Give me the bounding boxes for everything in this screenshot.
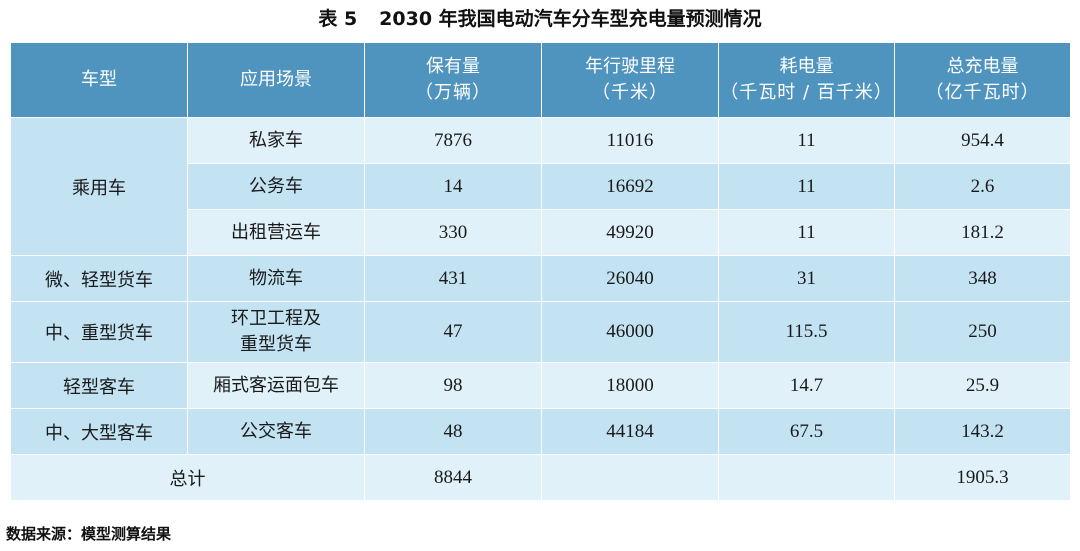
table-title: 2030 年我国电动汽车分车型充电量预测情况 bbox=[379, 8, 762, 30]
scene-cell: 公务车 bbox=[187, 163, 365, 210]
vehicle-type-cell: 中、大型客车 bbox=[10, 408, 188, 455]
totals-total-charge-cell: 1905.3 bbox=[894, 454, 1071, 501]
scene-cell: 环卫工程及 重型货车 bbox=[187, 301, 365, 363]
table-number: 表 5 bbox=[318, 8, 358, 30]
header-row: 车型 应用场景 保有量 （万辆） 年行驶里程 （千米） 耗电量 （千瓦时 / 百千米）… bbox=[10, 42, 1071, 118]
header-total-charge-unit: （亿千瓦时） bbox=[925, 82, 1040, 103]
mileage-cell: 11016 bbox=[541, 117, 719, 164]
consumption-cell: 14.7 bbox=[718, 362, 895, 409]
mileage-cell: 44184 bbox=[541, 408, 719, 455]
consumption-cell: 11 bbox=[718, 117, 895, 164]
header-consumption: 耗电量 （千瓦时 / 百千米） bbox=[718, 42, 895, 118]
header-stock: 保有量 （万辆） bbox=[364, 42, 542, 118]
scene-cell: 物流车 bbox=[187, 255, 365, 302]
scene-line: 环卫工程及 bbox=[231, 308, 321, 329]
scene-line: 重型货车 bbox=[240, 334, 312, 355]
scene-cell: 厢式客运面包车 bbox=[187, 362, 365, 409]
table-row: 乘用车 私家车 7876 11016 11 954.4 bbox=[10, 117, 1071, 256]
totals-row: 总计 8844 1905.3 bbox=[10, 454, 1071, 501]
mileage-cell: 26040 bbox=[541, 255, 719, 302]
consumption-cell: 31 bbox=[718, 255, 895, 302]
total-charge-cell: 954.4 bbox=[894, 117, 1071, 164]
table-row: 公务车 14 16692 11 2.6 bbox=[11, 163, 1071, 210]
consumption-cell: 67.5 bbox=[718, 408, 895, 455]
consumption-cell: 115.5 bbox=[718, 301, 895, 363]
stock-cell: 14 bbox=[364, 163, 542, 210]
header-total-charge: 总充电量 （亿千瓦时） bbox=[894, 42, 1071, 118]
mileage-cell: 16692 bbox=[541, 163, 719, 210]
total-charge-cell: 250 bbox=[894, 301, 1071, 363]
header-consumption-unit: （千瓦时 / 百千米） bbox=[720, 82, 893, 103]
consumption-cell: 11 bbox=[718, 209, 895, 256]
totals-stock-cell: 8844 bbox=[364, 454, 542, 501]
total-charge-cell: 143.2 bbox=[894, 408, 1071, 455]
mileage-cell: 46000 bbox=[541, 301, 719, 363]
table-row: 轻型客车 厢式客运面包车 98 18000 14.7 25.9 bbox=[10, 362, 1071, 409]
scene-cell: 公交客车 bbox=[187, 408, 365, 455]
mileage-cell: 49920 bbox=[541, 209, 719, 256]
data-source-note: 数据来源：模型测算结果 bbox=[6, 525, 172, 543]
total-charge-cell: 181.2 bbox=[894, 209, 1071, 256]
forecast-table: 车型 应用场景 保有量 （万辆） 年行驶里程 （千米） 耗电量 （千瓦时 / 百千米）… bbox=[10, 42, 1071, 501]
vehicle-type-cell: 轻型客车 bbox=[10, 362, 188, 409]
table-row: 微、轻型货车 物流车 431 26040 31 348 bbox=[10, 255, 1071, 302]
vehicle-type-cell: 微、轻型货车 bbox=[10, 255, 188, 302]
scene-cell: 私家车 bbox=[187, 117, 365, 164]
stock-cell: 431 bbox=[364, 255, 542, 302]
vehicle-type-cell: 乘用车 bbox=[10, 117, 188, 256]
header-stock-unit: （万辆） bbox=[415, 82, 491, 103]
totals-consumption-cell bbox=[718, 454, 895, 501]
header-vehicle-type: 车型 bbox=[10, 42, 188, 118]
stock-cell: 98 bbox=[364, 362, 542, 409]
table-row: 中、大型客车 公交客车 48 44184 67.5 143.2 bbox=[10, 408, 1071, 455]
totals-label: 总计 bbox=[10, 454, 365, 501]
header-scene: 应用场景 bbox=[187, 42, 365, 118]
mileage-cell: 18000 bbox=[541, 362, 719, 409]
table-caption: 表 5 2030 年我国电动汽车分车型充电量预测情况 bbox=[0, 6, 1080, 32]
header-mileage-unit: （千米） bbox=[592, 82, 668, 103]
total-charge-cell: 348 bbox=[894, 255, 1071, 302]
vehicle-type-cell: 中、重型货车 bbox=[10, 301, 188, 363]
table-row: 出租营运车 330 49920 11 181.2 bbox=[11, 209, 1071, 256]
header-mileage: 年行驶里程 （千米） bbox=[541, 42, 719, 118]
total-charge-cell: 25.9 bbox=[894, 362, 1071, 409]
stock-cell: 330 bbox=[364, 209, 542, 256]
scene-cell: 出租营运车 bbox=[187, 209, 365, 256]
stock-cell: 47 bbox=[364, 301, 542, 363]
consumption-cell: 11 bbox=[718, 163, 895, 210]
totals-mileage-cell bbox=[541, 454, 719, 501]
stock-cell: 7876 bbox=[364, 117, 542, 164]
table-row: 中、重型货车 环卫工程及 重型货车 47 46000 115.5 250 bbox=[10, 301, 1071, 363]
stock-cell: 48 bbox=[364, 408, 542, 455]
total-charge-cell: 2.6 bbox=[894, 163, 1071, 210]
